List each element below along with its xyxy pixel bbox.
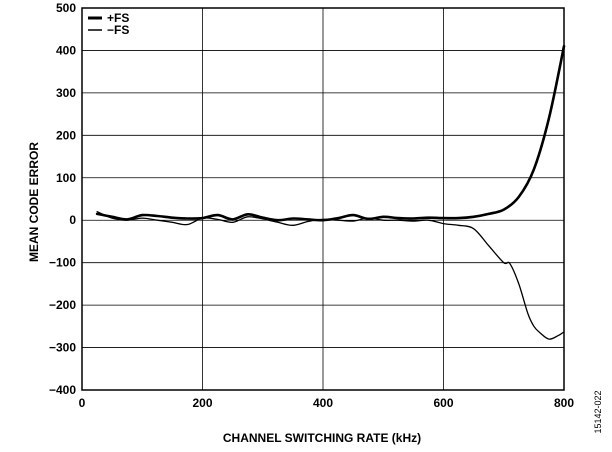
y-axis-title: MEAN CODE ERROR — [27, 142, 41, 262]
legend-label: +FS — [107, 11, 129, 25]
y-tick-label: 100 — [56, 171, 76, 185]
figure-id: 15142-022 — [593, 390, 603, 433]
y-tick-label: −100 — [49, 256, 76, 270]
x-tick-label: 400 — [313, 396, 333, 410]
grid-lines — [82, 8, 564, 390]
series-line — [96, 211, 565, 340]
y-tick-label: 0 — [69, 213, 76, 227]
x-tick-label: 800 — [554, 396, 574, 410]
y-tick-label: −300 — [49, 341, 76, 355]
y-tick-label: 400 — [56, 43, 76, 57]
y-tick-label: −400 — [49, 383, 76, 397]
y-tick-label: 200 — [56, 128, 76, 142]
series-line — [95, 44, 566, 222]
legend: +FS−FS — [88, 11, 129, 37]
x-axis-title: CHANNEL SWITCHING RATE (kHz) — [223, 431, 421, 445]
x-tick-label: 600 — [433, 396, 453, 410]
x-tick-labels: 0 200 400 600 800 — [79, 396, 575, 410]
y-tick-labels: 500 400 300 200 100 0 −100 −200 −300 −400 — [49, 1, 76, 397]
y-tick-label: 500 — [56, 1, 76, 15]
series-layer — [95, 44, 566, 340]
y-tick-label: 300 — [56, 86, 76, 100]
legend-label: −FS — [107, 23, 129, 37]
x-tick-label: 0 — [79, 396, 86, 410]
y-tick-label: −200 — [49, 298, 76, 312]
x-tick-label: 200 — [192, 396, 212, 410]
plot-frame — [81, 7, 565, 391]
